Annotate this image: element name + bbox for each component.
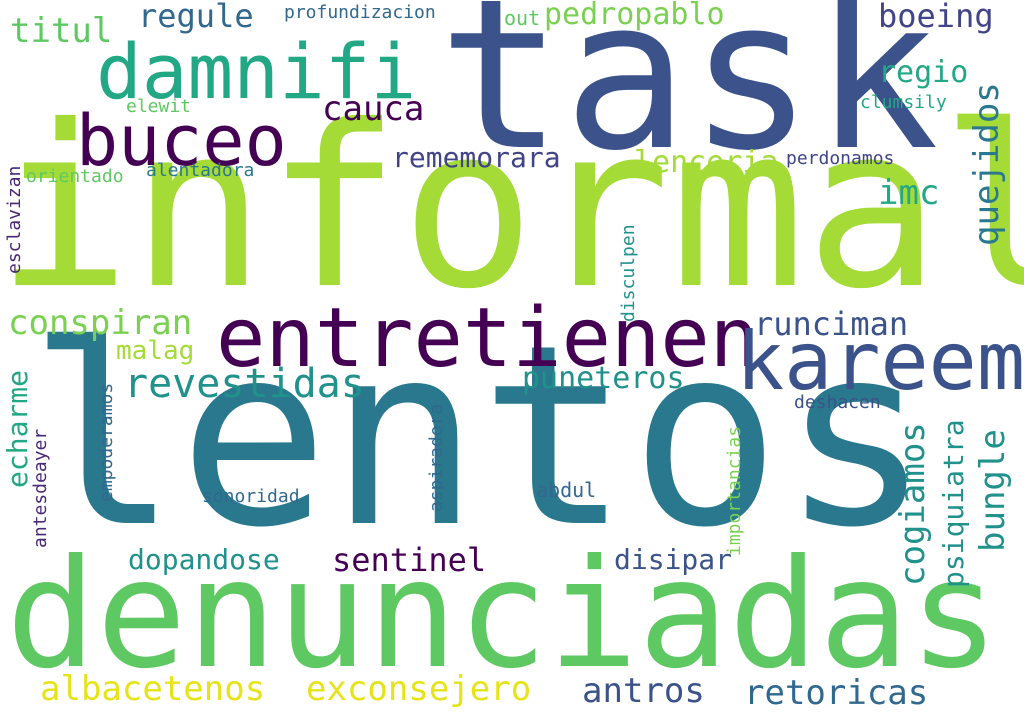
cloud-word: revestidas <box>124 361 365 407</box>
cloud-word: malag <box>116 336 195 366</box>
cloud-word: aspiradora <box>426 403 447 512</box>
cloud-word: perdonamos <box>786 148 895 169</box>
cloud-word: empoderamos <box>96 382 117 502</box>
cloud-word: imc <box>878 173 940 213</box>
cloud-word: esclavizan <box>4 165 25 274</box>
cloud-word: lentos <box>28 291 932 582</box>
cloud-word: lenceria <box>634 145 779 180</box>
cloud-word: retoricas <box>744 673 929 713</box>
cloud-word: abdul <box>536 478 597 502</box>
cloud-word: quejidos <box>967 82 1007 246</box>
cloud-word: sentinel <box>332 541 487 579</box>
cloud-word: task <box>438 0 939 197</box>
cloud-word: regule <box>138 0 254 35</box>
cloud-word: echarme <box>1 369 34 488</box>
cloud-word: buceo <box>76 100 287 182</box>
cloud-word: disculpen <box>618 224 639 322</box>
cloud-word: denunciadas <box>6 528 1000 702</box>
cloud-word: disipar <box>614 543 733 576</box>
cloud-word: conspiran <box>8 303 193 343</box>
cloud-word: clumsily <box>860 92 947 113</box>
cloud-word: antros <box>582 671 705 711</box>
cloud-word: rememorara <box>392 141 561 174</box>
cloud-word: pedropablo <box>544 0 725 32</box>
cloud-word: elewit <box>126 96 192 117</box>
cloud-word: out <box>504 6 541 30</box>
cloud-word: antesdeayer <box>30 428 51 548</box>
cloud-word: titul <box>10 11 113 51</box>
cloud-word: albacetenos <box>40 669 266 709</box>
cloud-word: kareem <box>736 315 1024 408</box>
cloud-word: informal <box>0 77 1024 338</box>
cloud-word: cogiamos <box>893 422 933 586</box>
cloud-word: bungle <box>973 429 1013 552</box>
cloud-word: importancias <box>724 425 745 556</box>
cloud-word: alentadora <box>146 160 255 181</box>
cloud-word: deshacen <box>794 392 881 413</box>
cloud-word: damnifi <box>96 27 417 116</box>
cloud-word: profundizacion <box>284 2 436 23</box>
cloud-word: orientado <box>26 166 124 187</box>
cloud-word: dopandose <box>128 543 280 576</box>
cloud-word: regio <box>878 55 969 90</box>
cloud-word: boeing <box>878 0 994 35</box>
cloud-word: sonoridad <box>202 486 300 507</box>
cloud-word: exconsejero <box>306 669 532 709</box>
cloud-word: puneteros <box>522 361 685 396</box>
cloud-word: cauca <box>322 89 425 129</box>
cloud-word: runciman <box>754 305 909 343</box>
cloud-word: psiquiatra <box>937 419 970 588</box>
cloud-word: entretienen <box>216 291 760 386</box>
